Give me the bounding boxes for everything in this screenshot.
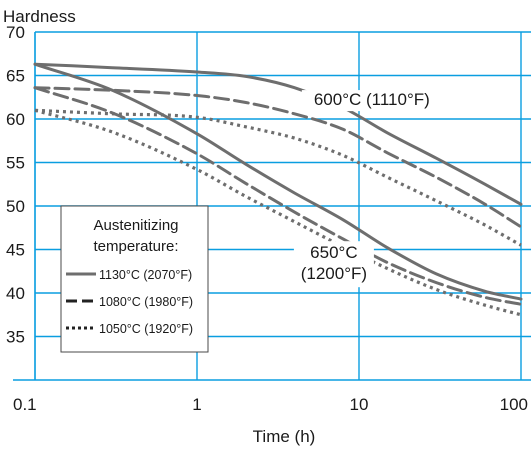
annotations: 600°C (1110°F) 650°C (1200°F) <box>293 90 442 288</box>
x-tick-label: 1 <box>192 395 201 414</box>
series-line <box>34 108 522 247</box>
x-axis-label: Time (h) <box>253 427 316 446</box>
y-tick-label: 70 <box>6 23 25 42</box>
x-tick-label: 10 <box>350 395 369 414</box>
x-tick-label: 0.1 <box>13 395 37 414</box>
x-tick-label: 100 <box>500 395 528 414</box>
legend-title-line1: Austenitizing <box>93 217 178 234</box>
x-tick-labels: 0.1 1 10 100 <box>13 395 528 414</box>
grid <box>13 31 531 381</box>
annotation-background <box>301 90 442 112</box>
legend: Austenitizing temperature: 1130°C (2070°… <box>60 205 209 353</box>
series-line <box>33 86 523 229</box>
y-tick-label: 50 <box>6 197 25 216</box>
y-tick-label: 55 <box>6 154 25 173</box>
y-tick-label: 65 <box>6 67 25 86</box>
y-axis-label: Hardness <box>3 7 76 26</box>
legend-entries: 1130°C (2070°F) 1080°C (1980°F) 1050°C (19… <box>66 268 193 336</box>
series-line <box>33 62 523 301</box>
y-tick-label: 40 <box>6 284 25 303</box>
annotation-background <box>293 241 374 288</box>
annotation-t600: 600°C (1110°F) <box>314 90 430 109</box>
y-tick-labels: 35 40 45 50 55 60 65 70 <box>6 23 25 347</box>
y-tick-label: 35 <box>6 328 25 347</box>
series-line <box>34 108 522 317</box>
legend-title-line2: temperature: <box>93 238 178 255</box>
series-line <box>33 86 523 306</box>
y-tick-label: 60 <box>6 110 25 129</box>
legend-label: 1050°C (1920°F) <box>99 322 193 336</box>
legend-label: 1130°C (2070°F) <box>99 268 192 282</box>
annotation-t650: 650°C (1200°F) <box>301 243 367 283</box>
legend-label: 1080°C (1980°F) <box>99 295 193 309</box>
y-tick-label: 45 <box>6 241 25 260</box>
